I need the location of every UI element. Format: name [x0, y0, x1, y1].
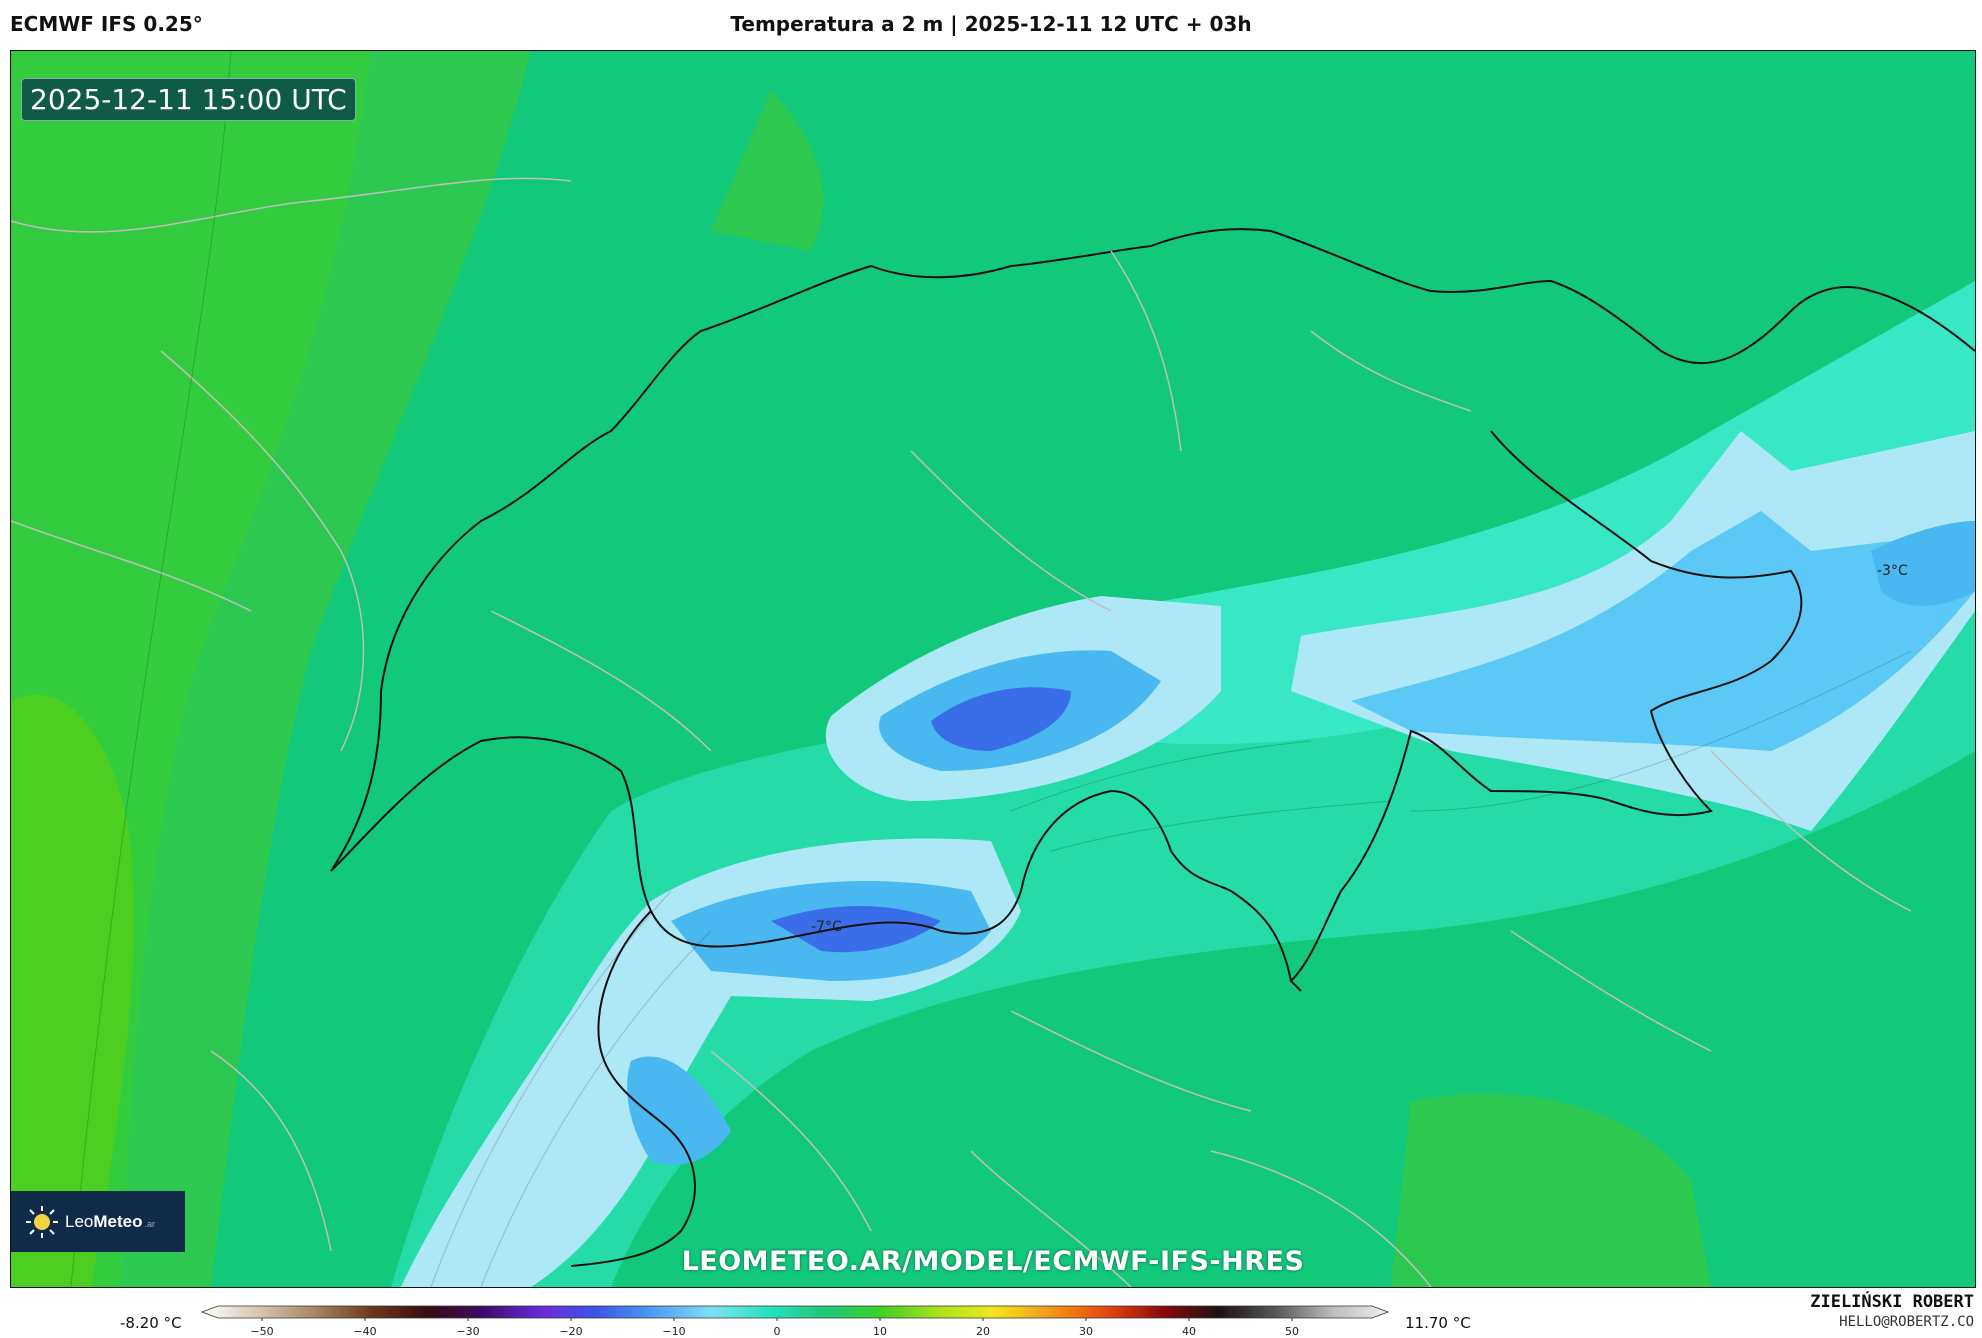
min-value: -8.20 °C — [120, 1314, 182, 1332]
colorbar-tick-label: −30 — [456, 1325, 479, 1338]
model-name: ECMWF IFS 0.25° — [10, 12, 203, 36]
max-value: 11.70 °C — [1405, 1314, 1471, 1332]
colorbar-gradient — [200, 1305, 1390, 1319]
colorbar-tick-label: −20 — [559, 1325, 582, 1338]
map-canvas: -7°C -3°C — [11, 51, 1975, 1287]
credit-email[interactable]: HELLO@ROBERTZ.CO — [1839, 1314, 1974, 1330]
watermark-url: LEOMETEO.AR/MODEL/ECMWF-IFS-HRES — [681, 1246, 1305, 1277]
colorbar-tick-label: −40 — [353, 1325, 376, 1338]
colorbar-tick-label: 40 — [1182, 1325, 1196, 1338]
temperature-map[interactable]: -7°C -3°C 2025-12-11 15:00 UTC LeoMeteo.… — [10, 50, 1976, 1288]
colorbar-tick-label: 30 — [1079, 1325, 1093, 1338]
colorbar-tick-label: −50 — [250, 1325, 273, 1338]
colorbar-tick-label: 10 — [873, 1325, 887, 1338]
chart-title: Temperatura a 2 m | 2025-12-11 12 UTC + … — [730, 12, 1252, 36]
sun-icon — [26, 1205, 58, 1238]
legend-bar: -8.20 °C −50 −40 −30 −20 −10 0 10 20 30 40 50 11.7… — [0, 1286, 1982, 1338]
colorbar: −50 −40 −30 −20 −10 0 10 20 30 40 50 — [200, 1305, 1390, 1338]
colorbar-tick-label: 20 — [976, 1325, 990, 1338]
logo-text: LeoMeteo .ar — [65, 1211, 156, 1231]
colorbar-tick-label: 50 — [1285, 1325, 1299, 1338]
valid-time-badge: 2025-12-11 15:00 UTC — [21, 78, 356, 121]
credit-name: ZIELIŃSKI ROBERT — [1810, 1292, 1974, 1312]
colorbar-tick-label: 0 — [774, 1325, 781, 1338]
colorbar-tick-label: −10 — [662, 1325, 685, 1338]
temp-label-minus7: -7°C — [811, 919, 842, 935]
leometeo-logo[interactable]: LeoMeteo .ar — [11, 1191, 185, 1252]
temp-label-minus3: -3°C — [1877, 563, 1908, 579]
